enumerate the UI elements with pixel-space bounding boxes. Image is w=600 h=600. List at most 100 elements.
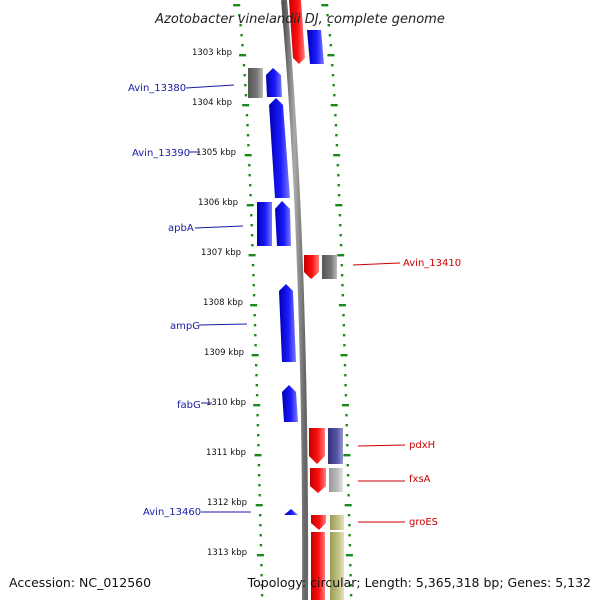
- coordinate-dot: [346, 464, 349, 467]
- coordinate-dot: [250, 224, 253, 227]
- coordinate-dot: [343, 344, 346, 347]
- coordinate-dot: [333, 154, 341, 157]
- coordinate-dot: [254, 344, 257, 347]
- coordinate-dot: [248, 174, 251, 177]
- gene-label-ampG: ampG: [170, 321, 200, 332]
- gene-red-bottom: [311, 532, 325, 600]
- coordinate-dot: [257, 464, 261, 467]
- coordinate-dot: [243, 74, 246, 77]
- coordinate-dot: [260, 564, 263, 567]
- coordinate-dot: [339, 244, 343, 247]
- coordinate-dot: [333, 94, 336, 97]
- coordinate-dot: [253, 314, 256, 317]
- tick-label: 1312 kbp: [207, 498, 247, 508]
- coordinate-dot: [341, 284, 344, 287]
- coordinate-dot: [258, 484, 261, 487]
- coordinate-dot: [248, 164, 251, 167]
- coordinate-dot: [255, 504, 263, 507]
- coordinate-dot: [326, 14, 329, 17]
- coordinate-dot: [337, 174, 340, 177]
- gene-arrow-red-groES: [311, 515, 326, 530]
- coordinate-dot: [246, 134, 250, 137]
- coordinate-dot: [256, 554, 264, 557]
- accession-text: Accession: NC_012560: [9, 575, 151, 590]
- gene-arrow-avin-13390: [269, 98, 290, 198]
- coordinate-dot: [249, 194, 252, 197]
- coordinate-dot: [334, 124, 338, 127]
- coordinate-dot: [252, 274, 255, 277]
- gene-arrow-red-top: [289, 0, 305, 64]
- gene-gray-avin-13410: [322, 255, 337, 279]
- coordinate-dot: [249, 184, 252, 187]
- coordinate-dot: [337, 254, 345, 257]
- gene-arrow-avin-13460: [284, 509, 298, 515]
- tick-label: 1309 kbp: [204, 348, 244, 358]
- coordinate-dots: [233, 4, 353, 597]
- coordinate-dot: [347, 494, 350, 497]
- gene-pdxH: [328, 428, 343, 464]
- coordinate-dot: [244, 84, 247, 87]
- coordinate-dot: [242, 64, 246, 67]
- gene-label-avin-13390: Avin_13390: [132, 148, 190, 159]
- coordinate-dot: [260, 594, 264, 597]
- coordinate-dot: [335, 134, 338, 137]
- gene-label-pdxH: pdxH: [409, 440, 435, 451]
- coordinate-dot: [257, 434, 260, 437]
- coordinate-dot: [338, 304, 346, 307]
- coordinate-dot: [346, 474, 350, 477]
- coordinate-dot: [239, 24, 242, 27]
- coordinate-dot: [253, 404, 261, 407]
- coordinate-dot: [331, 64, 334, 67]
- gene-apbA-left: [257, 202, 272, 246]
- coordinate-dot: [345, 414, 348, 417]
- coordinate-dot: [260, 574, 263, 577]
- gene-arrow-blue-top: [307, 30, 324, 64]
- label-leader: [185, 84, 235, 89]
- tick-label: 1310 kbp: [206, 398, 246, 408]
- coordinate-dot: [251, 244, 254, 247]
- coordinate-dot: [343, 364, 347, 367]
- coordinate-dot: [242, 104, 250, 107]
- coordinate-dot: [253, 324, 257, 327]
- coordinate-dot: [255, 364, 258, 367]
- coordinate-dot: [349, 584, 352, 587]
- label-leader: [357, 444, 406, 447]
- gene-fxsA: [329, 468, 343, 492]
- coordinate-dot: [344, 374, 347, 377]
- coordinate-dot: [259, 544, 263, 547]
- coordinate-dot: [327, 54, 335, 57]
- gene-label-avin-13410: Avin_13410: [403, 258, 461, 269]
- coordinate-dot: [341, 294, 344, 297]
- gene-gray-avin-13380: [248, 68, 263, 98]
- coordinate-dot: [233, 4, 241, 7]
- label-leader: [194, 225, 244, 229]
- coordinate-dot: [250, 214, 253, 217]
- coordinate-dot: [245, 114, 249, 117]
- left-gene-labels: Avin_13380 Avin_13390 apbA ampG fabG Avi…: [128, 83, 251, 518]
- coordinate-dot: [331, 74, 335, 77]
- gene-arrow-fabG: [282, 385, 298, 422]
- coordinate-dot: [251, 354, 259, 357]
- coordinate-dot: [349, 594, 353, 597]
- gene-label-groES: groES: [409, 517, 438, 528]
- coordinate-dot: [244, 154, 252, 157]
- coordinate-dot: [342, 324, 345, 327]
- coordinate-dot: [334, 114, 337, 117]
- topology-text: Topology: circular; Length: 5,365,318 bp…: [247, 575, 591, 590]
- coordinate-dot: [329, 44, 332, 47]
- coordinate-dot: [348, 524, 351, 527]
- coordinate-dot: [250, 304, 258, 307]
- coordinate-dot: [254, 454, 262, 457]
- coordinate-dot: [342, 404, 349, 407]
- tick-label: 1305 kbp: [196, 148, 236, 158]
- coordinate-dot: [257, 444, 260, 447]
- coordinate-dot: [259, 514, 262, 517]
- coordinate-dot: [258, 494, 261, 497]
- coordinate-dot: [246, 124, 249, 127]
- coordinate-dot: [240, 34, 243, 37]
- coordinate-dot: [247, 144, 250, 147]
- coordinate-dot: [330, 104, 338, 107]
- coordinate-dot: [337, 184, 340, 187]
- coordinate-dot: [342, 334, 346, 337]
